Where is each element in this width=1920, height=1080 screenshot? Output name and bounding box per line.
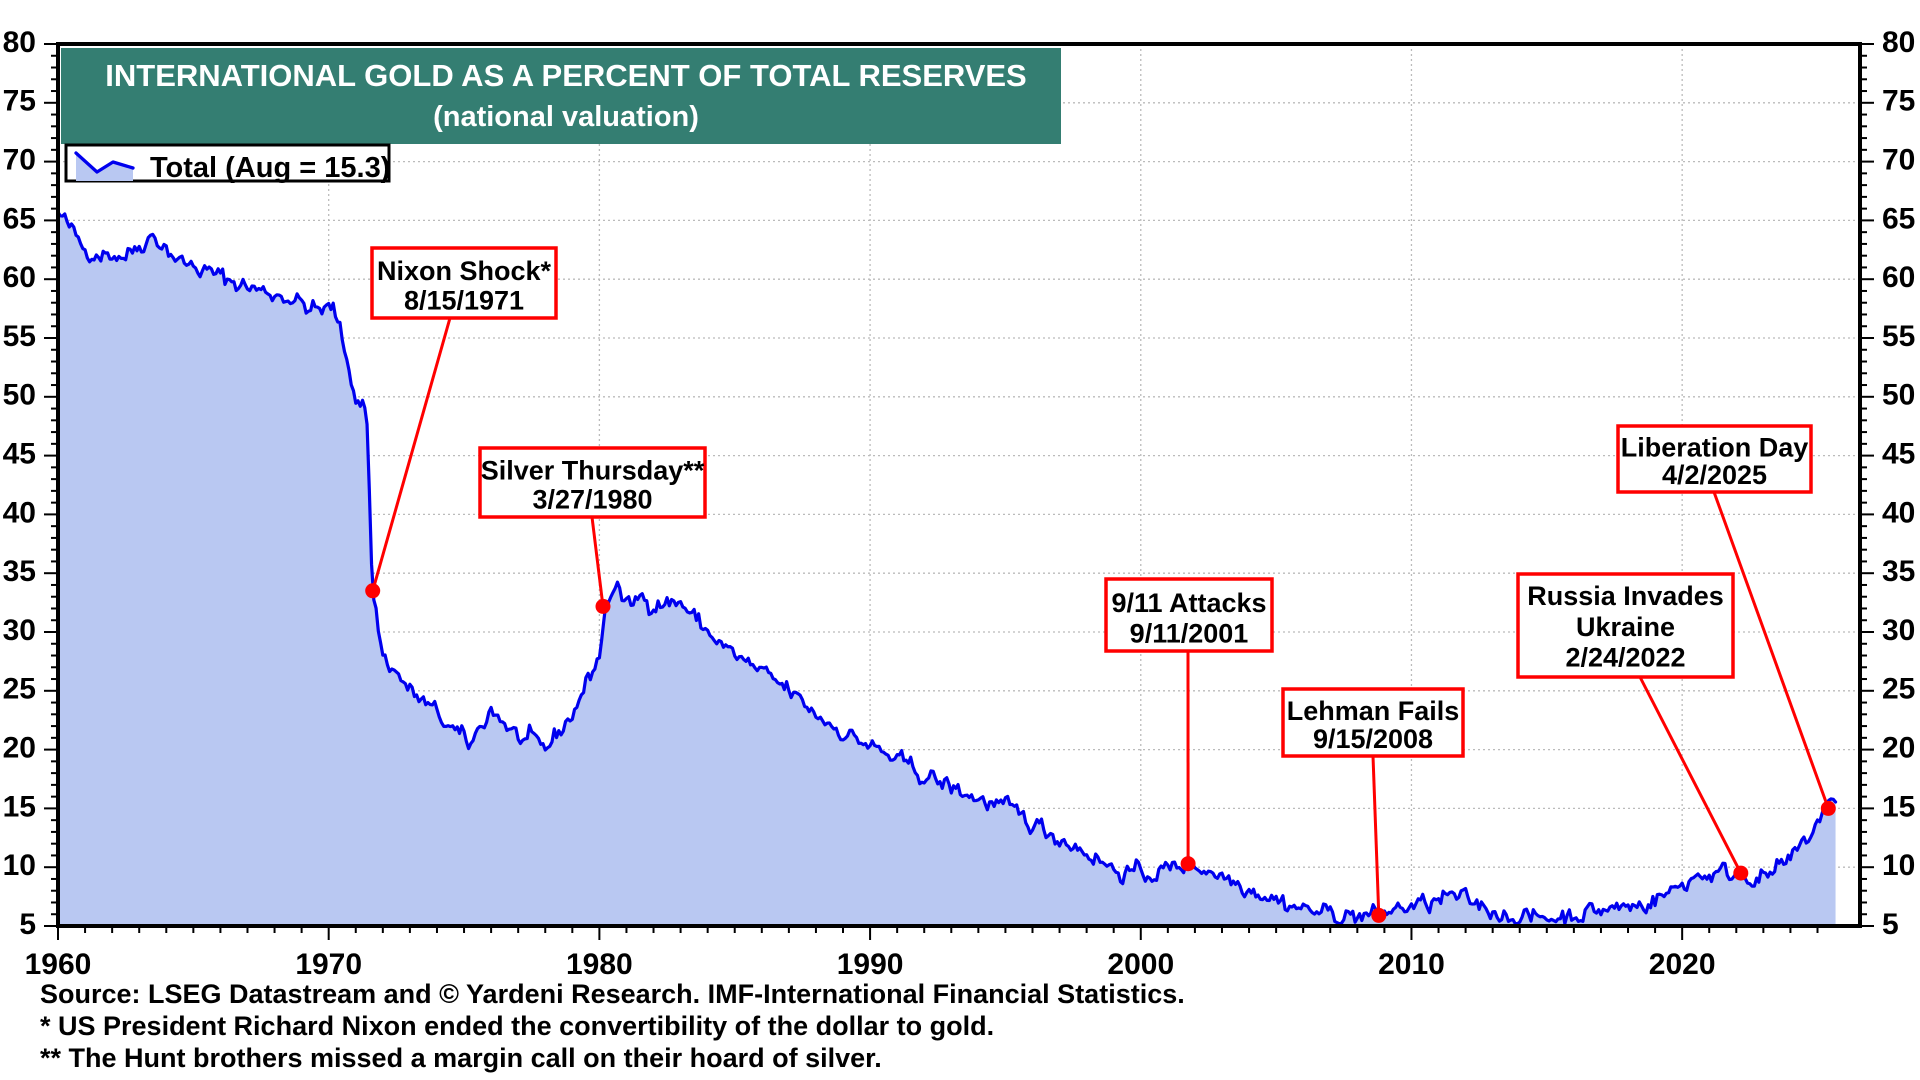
svg-text:35: 35 — [1882, 555, 1915, 588]
svg-text:40: 40 — [1882, 496, 1915, 529]
svg-text:50: 50 — [1882, 379, 1915, 412]
svg-text:70: 70 — [3, 144, 36, 177]
svg-text:10: 10 — [3, 849, 36, 882]
svg-text:25: 25 — [3, 673, 36, 706]
svg-text:75: 75 — [1882, 85, 1915, 118]
svg-text:55: 55 — [3, 320, 36, 353]
svg-text:40: 40 — [3, 496, 36, 529]
svg-text:3/27/1980: 3/27/1980 — [532, 485, 652, 515]
svg-text:30: 30 — [1882, 614, 1915, 647]
svg-text:5: 5 — [1882, 908, 1899, 941]
svg-text:80: 80 — [3, 26, 36, 59]
svg-text:2/24/2022: 2/24/2022 — [1565, 643, 1685, 673]
svg-text:1970: 1970 — [295, 948, 362, 981]
svg-text:Ukraine: Ukraine — [1576, 612, 1675, 642]
svg-text:15: 15 — [1882, 790, 1915, 823]
svg-text:1980: 1980 — [566, 948, 633, 981]
svg-text:9/15/2008: 9/15/2008 — [1313, 724, 1433, 754]
svg-text:Source: LSEG Datastream and ©: Source: LSEG Datastream and © Yardeni Re… — [40, 979, 1185, 1009]
svg-text:Total (Aug = 15.3): Total (Aug = 15.3) — [150, 152, 390, 184]
svg-text:1990: 1990 — [837, 948, 904, 981]
svg-text:2010: 2010 — [1378, 948, 1445, 981]
svg-text:5: 5 — [19, 908, 36, 941]
svg-text:25: 25 — [1882, 673, 1915, 706]
svg-text:9/11/2001: 9/11/2001 — [1130, 618, 1249, 648]
svg-text:Lehman Fails: Lehman Fails — [1287, 696, 1460, 726]
svg-text:Nixon Shock*: Nixon Shock* — [377, 256, 552, 286]
svg-text:9/11 Attacks: 9/11 Attacks — [1111, 588, 1266, 618]
svg-text:65: 65 — [1882, 202, 1915, 235]
svg-text:8/15/1971: 8/15/1971 — [404, 286, 524, 316]
svg-text:4/2/2025: 4/2/2025 — [1662, 460, 1767, 490]
svg-text:** The Hunt brothers missed a: ** The Hunt brothers missed a margin cal… — [40, 1043, 882, 1073]
svg-text:2000: 2000 — [1107, 948, 1174, 981]
svg-text:60: 60 — [3, 261, 36, 294]
svg-text:70: 70 — [1882, 144, 1915, 177]
svg-text:Silver Thursday**: Silver Thursday** — [481, 456, 705, 486]
svg-text:* US President Richard Nixon e: * US President Richard Nixon ended the c… — [40, 1011, 994, 1041]
svg-text:20: 20 — [1882, 732, 1915, 765]
svg-text:35: 35 — [3, 555, 36, 588]
svg-text:80: 80 — [1882, 26, 1915, 59]
svg-text:10: 10 — [1882, 849, 1915, 882]
svg-text:15: 15 — [3, 790, 36, 823]
svg-text:2020: 2020 — [1649, 948, 1716, 981]
svg-text:45: 45 — [1882, 438, 1915, 471]
svg-text:60: 60 — [1882, 261, 1915, 294]
svg-text:30: 30 — [3, 614, 36, 647]
svg-text:20: 20 — [3, 732, 36, 765]
svg-text:65: 65 — [3, 202, 36, 235]
svg-text:Liberation Day: Liberation Day — [1621, 432, 1809, 462]
svg-text:50: 50 — [3, 379, 36, 412]
svg-text:INTERNATIONAL GOLD AS A PERCEN: INTERNATIONAL GOLD AS A PERCENT OF TOTAL… — [105, 58, 1026, 93]
svg-text:Russia Invades: Russia Invades — [1527, 581, 1724, 611]
svg-text:75: 75 — [3, 85, 36, 118]
svg-text:1960: 1960 — [25, 948, 92, 981]
svg-text:(national valuation): (national valuation) — [433, 101, 699, 133]
svg-text:45: 45 — [3, 438, 36, 471]
svg-text:55: 55 — [1882, 320, 1915, 353]
